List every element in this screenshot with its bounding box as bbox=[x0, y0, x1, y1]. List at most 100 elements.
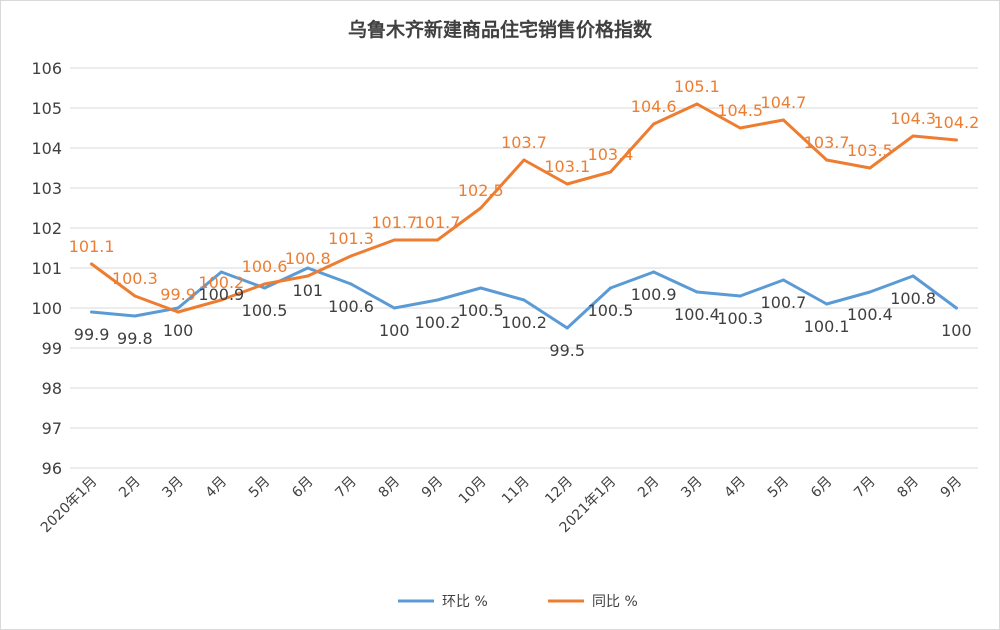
data-label: 100.6 bbox=[328, 297, 374, 316]
data-label: 100 bbox=[941, 321, 972, 340]
data-point bbox=[608, 170, 612, 174]
x-tick-label: 4月 bbox=[721, 474, 749, 502]
data-point bbox=[695, 290, 699, 294]
data-point bbox=[695, 102, 699, 106]
data-label: 99.5 bbox=[549, 341, 585, 360]
data-label: 100.2 bbox=[198, 273, 244, 292]
x-tick-label: 6月 bbox=[289, 474, 317, 502]
y-tick-label: 96 bbox=[42, 459, 62, 478]
data-label: 101.7 bbox=[371, 213, 417, 232]
data-label: 104.7 bbox=[761, 93, 807, 112]
data-point bbox=[436, 238, 440, 242]
data-point bbox=[522, 158, 526, 162]
data-point bbox=[954, 138, 958, 142]
data-point bbox=[306, 274, 310, 278]
data-label: 100 bbox=[163, 321, 194, 340]
data-point bbox=[133, 294, 137, 298]
data-label: 104.2 bbox=[933, 113, 979, 132]
y-tick-label: 100 bbox=[31, 299, 62, 318]
data-point bbox=[781, 118, 785, 122]
data-point bbox=[608, 286, 612, 290]
data-label: 100.4 bbox=[847, 305, 893, 324]
x-tick-label: 12月 bbox=[542, 474, 576, 508]
data-label: 100.2 bbox=[501, 313, 547, 332]
data-label: 100.9 bbox=[198, 285, 244, 304]
data-label: 100.5 bbox=[588, 301, 634, 320]
data-label: 102.5 bbox=[458, 181, 504, 200]
data-label: 99.8 bbox=[117, 329, 153, 348]
data-label: 100.2 bbox=[415, 313, 461, 332]
data-point bbox=[176, 306, 180, 310]
data-point bbox=[436, 298, 440, 302]
data-point bbox=[652, 122, 656, 126]
data-point bbox=[825, 158, 829, 162]
data-label: 103.5 bbox=[847, 141, 893, 160]
x-tick-label: 2020年1月 bbox=[38, 474, 101, 537]
y-tick-label: 102 bbox=[31, 219, 62, 238]
data-point bbox=[176, 310, 180, 314]
data-label: 103.7 bbox=[501, 133, 547, 152]
data-label: 104.3 bbox=[890, 109, 936, 128]
data-label: 100.3 bbox=[112, 269, 158, 288]
data-label: 100.5 bbox=[458, 301, 504, 320]
y-tick-label: 103 bbox=[31, 179, 62, 198]
x-tick-label: 5月 bbox=[246, 474, 274, 502]
data-point bbox=[738, 126, 742, 130]
data-point bbox=[90, 310, 94, 314]
data-label: 101 bbox=[293, 281, 324, 300]
x-tick-label: 9月 bbox=[938, 474, 966, 502]
y-axis-ticks: 96 97 98 99 100 101 102 103 104 105 106 bbox=[31, 59, 62, 478]
data-point bbox=[306, 266, 310, 270]
data-point bbox=[392, 306, 396, 310]
chart-title: 乌鲁木齐新建商品住宅销售价格指数 bbox=[348, 18, 653, 41]
y-tick-label: 98 bbox=[42, 379, 62, 398]
data-point bbox=[522, 298, 526, 302]
data-label: 100.4 bbox=[674, 305, 720, 324]
y-tick-label: 105 bbox=[31, 99, 62, 118]
legend-label: 同比 % bbox=[592, 594, 638, 610]
series-lines bbox=[90, 102, 958, 330]
legend: 环比 % 同比 % bbox=[398, 594, 638, 610]
data-point bbox=[219, 270, 223, 274]
data-label: 101.3 bbox=[328, 229, 374, 248]
data-label: 100.3 bbox=[717, 309, 763, 328]
x-tick-label: 7月 bbox=[332, 474, 360, 502]
data-label: 104.6 bbox=[631, 97, 677, 116]
y-tick-label: 99 bbox=[42, 339, 62, 358]
x-tick-label: 8月 bbox=[376, 474, 404, 502]
x-tick-label: 11月 bbox=[499, 474, 533, 508]
legend-label: 环比 % bbox=[442, 594, 488, 610]
x-tick-label: 8月 bbox=[894, 474, 922, 502]
x-tick-label: 3月 bbox=[678, 474, 706, 502]
data-label: 100.6 bbox=[242, 257, 288, 276]
data-point bbox=[781, 278, 785, 282]
data-point bbox=[219, 298, 223, 302]
data-label: 103.7 bbox=[804, 133, 850, 152]
data-point bbox=[825, 302, 829, 306]
data-label: 100 bbox=[379, 321, 410, 340]
data-label: 105.1 bbox=[674, 77, 720, 96]
data-label: 100.7 bbox=[761, 293, 807, 312]
data-point bbox=[133, 314, 137, 318]
data-point bbox=[263, 286, 267, 290]
x-tick-label: 5月 bbox=[765, 474, 793, 502]
x-tick-label: 6月 bbox=[808, 474, 836, 502]
y-tick-label: 106 bbox=[31, 59, 62, 78]
data-point bbox=[868, 290, 872, 294]
data-point bbox=[349, 254, 353, 258]
data-point bbox=[349, 282, 353, 286]
data-label: 100.9 bbox=[631, 285, 677, 304]
x-tick-label: 2月 bbox=[116, 474, 144, 502]
data-point bbox=[90, 262, 94, 266]
data-label: 100.1 bbox=[804, 317, 850, 336]
data-point bbox=[479, 286, 483, 290]
data-label: 100.8 bbox=[890, 289, 936, 308]
x-tick-label: 3月 bbox=[159, 474, 187, 502]
data-label: 103.4 bbox=[588, 145, 634, 164]
data-label: 99.9 bbox=[74, 325, 110, 344]
y-tick-label: 97 bbox=[42, 419, 62, 438]
data-point bbox=[263, 282, 267, 286]
data-label: 99.9 bbox=[160, 285, 196, 304]
